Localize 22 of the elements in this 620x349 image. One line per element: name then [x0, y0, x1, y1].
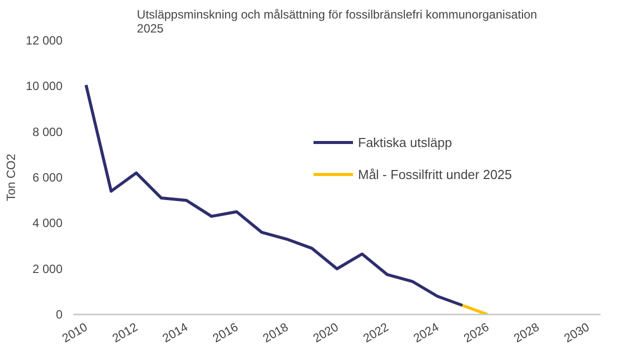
y-tick-label: 4 000 [32, 216, 63, 230]
x-tick-label: 2026 [461, 320, 492, 346]
y-tick-label: 12 000 [26, 34, 63, 48]
y-tick-label: 2 000 [32, 262, 63, 276]
legend-label: Faktiska utsläpp [358, 134, 452, 150]
x-tick-label: 2030 [562, 320, 592, 346]
x-tick-label: 2024 [411, 320, 442, 346]
x-tick-label: 2012 [110, 320, 140, 346]
x-tick-label: 2018 [260, 320, 291, 346]
x-tick-label: 2014 [160, 320, 190, 346]
x-tick-label: 2016 [210, 320, 241, 346]
x-tick-label: 2010 [60, 320, 90, 346]
y-tick-label: 6 000 [32, 170, 63, 184]
legend-label: Mål - Fossilfritt under 2025 [358, 166, 512, 182]
x-tick-label: 2028 [511, 320, 542, 346]
y-tick-label: 0 [56, 308, 63, 322]
y-tick-label: 8 000 [32, 124, 63, 139]
chart-title: Utsläppsminskning och målsättning för fossilbränslefri kommunorganisation 2025 [136, 8, 538, 36]
x-tick-label: 2022 [360, 320, 392, 346]
x-tick-label: 2020 [310, 320, 342, 346]
y-axis-title: Ton CO2 [4, 153, 18, 202]
y-tick-label: 10 000 [26, 79, 63, 94]
